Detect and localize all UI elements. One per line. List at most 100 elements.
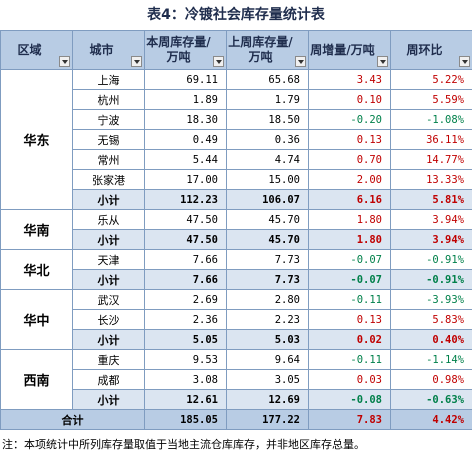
city-cell: 张家港 xyxy=(72,169,145,190)
table-row: 无锡 0.49 0.36 0.13 36.11% xyxy=(1,129,472,150)
this-week-cell: 7.66 xyxy=(144,249,227,270)
last-week-cell: 5.03 xyxy=(226,329,309,350)
wow-cell: 4.42% xyxy=(390,409,472,430)
last-week-cell: 45.70 xyxy=(226,209,309,230)
change-cell: 3.43 xyxy=(308,69,391,90)
wow-cell: 5.22% xyxy=(390,69,472,90)
city-cell: 无锡 xyxy=(72,129,145,150)
wow-cell: 0.98% xyxy=(390,369,472,390)
this-week-cell: 18.30 xyxy=(144,109,227,130)
last-week-cell: 2.80 xyxy=(226,289,309,310)
wow-cell: -3.93% xyxy=(390,289,472,310)
subtotal-row: 小计 5.05 5.03 0.02 0.40% xyxy=(1,329,472,350)
subtotal-row: 小计 47.50 45.70 1.80 3.94% xyxy=(1,229,472,250)
this-week-cell: 9.53 xyxy=(144,349,227,370)
wow-cell: -1.14% xyxy=(390,349,472,370)
filter-dropdown-icon[interactable] xyxy=(459,56,470,67)
last-week-cell: 9.64 xyxy=(226,349,309,370)
change-cell: -0.11 xyxy=(308,349,391,370)
last-week-cell: 12.69 xyxy=(226,389,309,410)
change-cell: 1.80 xyxy=(308,229,391,250)
filter-dropdown-icon[interactable] xyxy=(213,56,224,67)
city-cell: 杭州 xyxy=(72,89,145,110)
last-week-cell: 0.36 xyxy=(226,129,309,150)
this-week-cell: 12.61 xyxy=(144,389,227,410)
this-week-cell: 1.89 xyxy=(144,89,227,110)
this-week-cell: 2.69 xyxy=(144,289,227,310)
total-label: 合计 xyxy=(0,409,145,430)
region-cell: 华北 xyxy=(0,249,73,290)
subtotal-label: 小计 xyxy=(72,229,145,250)
subtotal-row: 小计 12.61 12.69 -0.08 -0.63% xyxy=(1,389,472,410)
subtotal-label: 小计 xyxy=(72,269,145,290)
table-title: 表4：冷镀社会库存量统计表 xyxy=(147,7,325,23)
wow-cell: -0.63% xyxy=(390,389,472,410)
city-cell: 重庆 xyxy=(72,349,145,370)
header-wow: 周环比 xyxy=(390,30,472,70)
last-week-cell: 4.74 xyxy=(226,149,309,170)
last-week-cell: 106.07 xyxy=(226,189,309,210)
wow-cell: 5.83% xyxy=(390,309,472,330)
header-this-week: 本周库存量/万吨 xyxy=(144,30,227,70)
header-last-week: 上周库存量/万吨 xyxy=(226,30,309,70)
inventory-table: 区域 城市 本周库存量/万吨 上周库存量/万吨 周增量/万吨 周环比 华东 上海 6… xyxy=(0,30,472,430)
subtotal-label: 小计 xyxy=(72,189,145,210)
this-week-cell: 47.50 xyxy=(144,229,227,250)
this-week-cell: 3.08 xyxy=(144,369,227,390)
change-cell: -0.08 xyxy=(308,389,391,410)
table-row: 成都 3.08 3.05 0.03 0.98% xyxy=(1,369,472,390)
last-week-cell: 7.73 xyxy=(226,249,309,270)
footnote: 注：本项统计中所列库存量取值于当地主流仓库库存，并非地区库存总量。 xyxy=(2,438,365,451)
filter-dropdown-icon[interactable] xyxy=(131,56,142,67)
last-week-cell: 1.79 xyxy=(226,89,309,110)
table-row: 杭州 1.89 1.79 0.10 5.59% xyxy=(1,89,472,110)
this-week-cell: 7.66 xyxy=(144,269,227,290)
region-cell: 西南 xyxy=(0,349,73,410)
header-city: 城市 xyxy=(72,30,145,70)
city-cell: 武汉 xyxy=(72,289,145,310)
wow-cell: -0.91% xyxy=(390,269,472,290)
region-cell: 华东 xyxy=(0,69,73,210)
table-row: 华北 天津 7.66 7.73 -0.07 -0.91% xyxy=(0,249,472,290)
table-body: 华东 上海 69.11 65.68 3.43 5.22% 杭州 1.89 1.79 0.10 5.5… xyxy=(0,69,472,430)
wow-cell: 3.94% xyxy=(390,229,472,250)
change-cell: 2.00 xyxy=(308,169,391,190)
wow-cell: 0.40% xyxy=(390,329,472,350)
table-row: 华中 武汉 2.69 2.80 -0.11 -3.93% xyxy=(0,289,472,350)
wow-cell: -1.08% xyxy=(390,109,472,130)
table-row: 张家港 17.00 15.00 2.00 13.33% xyxy=(1,169,472,190)
city-cell: 宁波 xyxy=(72,109,145,130)
city-cell: 天津 xyxy=(72,249,145,270)
change-cell: 6.16 xyxy=(308,189,391,210)
change-cell: 7.83 xyxy=(308,409,391,430)
table-row: 华东 上海 69.11 65.68 3.43 5.22% xyxy=(0,69,472,210)
this-week-cell: 17.00 xyxy=(144,169,227,190)
wow-cell: 14.77% xyxy=(390,149,472,170)
total-row: 合计 185.05 177.22 7.83 4.42% xyxy=(0,409,472,430)
this-week-cell: 112.23 xyxy=(144,189,227,210)
filter-dropdown-icon[interactable] xyxy=(295,56,306,67)
last-week-cell: 15.00 xyxy=(226,169,309,190)
last-week-cell: 3.05 xyxy=(226,369,309,390)
change-cell: 0.70 xyxy=(308,149,391,170)
subtotal-label: 小计 xyxy=(72,329,145,350)
this-week-cell: 0.49 xyxy=(144,129,227,150)
filter-dropdown-icon[interactable] xyxy=(59,56,70,67)
city-cell: 乐从 xyxy=(72,209,145,230)
last-week-cell: 18.50 xyxy=(226,109,309,130)
region-cell: 华中 xyxy=(0,289,73,350)
wow-cell: 5.59% xyxy=(390,89,472,110)
wow-cell: -0.91% xyxy=(390,249,472,270)
change-cell: 0.13 xyxy=(308,309,391,330)
change-cell: -0.20 xyxy=(308,109,391,130)
this-week-cell: 185.05 xyxy=(144,409,227,430)
city-cell: 上海 xyxy=(72,69,145,90)
this-week-cell: 69.11 xyxy=(144,69,227,90)
change-cell: -0.07 xyxy=(308,249,391,270)
subtotal-label: 小计 xyxy=(72,389,145,410)
wow-cell: 3.94% xyxy=(390,209,472,230)
subtotal-row: 小计 7.66 7.73 -0.07 -0.91% xyxy=(1,269,472,290)
table-row: 西南 重庆 9.53 9.64 -0.11 -1.14% xyxy=(0,349,472,410)
filter-dropdown-icon[interactable] xyxy=(377,56,388,67)
table-row: 常州 5.44 4.74 0.70 14.77% xyxy=(1,149,472,170)
